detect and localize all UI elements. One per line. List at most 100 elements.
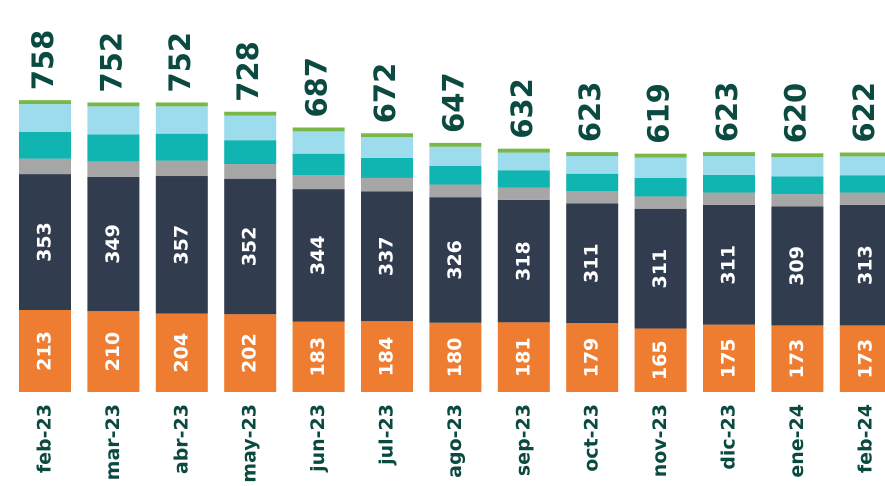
bar-segment <box>19 104 71 132</box>
bar-segment <box>155 313 208 392</box>
data-label: 173 <box>786 339 808 379</box>
bar-segment <box>361 321 413 392</box>
data-label: 165 <box>649 340 671 380</box>
bar-segment <box>634 208 687 329</box>
bar-segment <box>429 184 482 198</box>
data-label: 309 <box>786 246 808 286</box>
bar-segment <box>361 133 413 138</box>
x-tick-label: may-23 <box>239 404 261 483</box>
bar-segment <box>19 131 71 159</box>
bar-segment <box>497 170 550 188</box>
bar-segment <box>839 204 885 326</box>
x-tick-label: ene-24 <box>786 404 808 478</box>
total-label: 632 <box>505 78 539 139</box>
bar-segment <box>703 324 755 392</box>
bar-segment <box>497 199 550 323</box>
bar-segment <box>566 173 619 192</box>
bar-segment <box>634 157 687 178</box>
bar-segment <box>497 322 550 392</box>
bar-segment <box>361 191 413 322</box>
bar-segment <box>87 311 140 392</box>
bar-segment <box>19 174 71 310</box>
bar-segment <box>87 106 140 135</box>
bar-segment <box>292 321 345 392</box>
data-label: 181 <box>512 337 534 377</box>
bar-segment <box>155 160 208 177</box>
bar-segment <box>292 153 345 176</box>
x-tick-label: feb-24 <box>854 404 876 473</box>
data-label: 337 <box>376 236 398 276</box>
bar-segment <box>703 192 755 205</box>
total-label: 687 <box>300 57 334 118</box>
bar-segment <box>292 189 345 322</box>
bar-segment <box>361 137 413 158</box>
bar-segment <box>771 206 824 326</box>
data-label: 175 <box>718 338 740 378</box>
data-label: 180 <box>444 338 466 378</box>
bar-segment <box>292 127 345 132</box>
bar-segment <box>19 158 71 175</box>
data-label: 183 <box>307 337 329 377</box>
bar-segment <box>566 155 619 174</box>
bar-segment <box>87 134 140 162</box>
bar-segment <box>839 325 885 392</box>
bar-segment <box>497 152 550 171</box>
bar-segment <box>155 106 208 134</box>
total-label: 672 <box>368 63 402 124</box>
total-label: 623 <box>710 82 744 143</box>
bar-segment <box>634 196 687 209</box>
bar-segment <box>839 175 885 193</box>
total-label: 623 <box>573 82 607 143</box>
data-label: 184 <box>376 337 398 377</box>
bar-segment <box>839 156 885 176</box>
total-label: 752 <box>94 32 128 93</box>
data-label: 311 <box>718 245 740 285</box>
bar-segment <box>703 152 755 156</box>
bar-segment <box>292 175 345 190</box>
bar-segment <box>224 178 277 315</box>
bar-segment <box>87 176 140 312</box>
bar-segment <box>292 131 345 154</box>
bar-segment <box>634 328 687 392</box>
bar-segment <box>634 153 687 158</box>
data-label: 173 <box>854 339 876 379</box>
x-tick-label: oct-23 <box>581 404 603 472</box>
bar-segment <box>771 325 824 392</box>
data-label: 352 <box>239 227 261 267</box>
bar-segment <box>429 322 482 392</box>
data-label: 344 <box>307 235 329 275</box>
bar-segment <box>155 133 208 161</box>
bar-segment <box>155 102 208 107</box>
bar-segment <box>224 140 277 165</box>
x-tick-label: sep-23 <box>512 404 534 476</box>
x-tick-label: feb-23 <box>34 404 56 473</box>
bar-segment <box>224 115 277 141</box>
bar-segment <box>224 314 277 392</box>
x-tick-label: jul-23 <box>376 404 398 466</box>
bar-segment <box>87 161 140 177</box>
bar-segment <box>224 111 277 116</box>
x-tick-label: abr-23 <box>170 404 192 474</box>
x-tick-label: mar-23 <box>102 404 124 480</box>
x-tick-label: jun-23 <box>307 404 329 473</box>
total-label: 619 <box>642 83 676 144</box>
bar-segment <box>429 146 482 167</box>
bar-segment <box>19 309 71 392</box>
total-label: 752 <box>163 32 197 93</box>
data-label: 353 <box>34 222 56 262</box>
data-label: 357 <box>170 225 192 265</box>
data-label: 204 <box>170 333 192 373</box>
bar-segment <box>566 323 619 392</box>
bar-segment <box>703 174 755 193</box>
x-tick-label: nov-23 <box>649 404 671 477</box>
data-label: 311 <box>581 243 603 283</box>
data-label: 311 <box>649 249 671 289</box>
bar-segment <box>839 152 885 157</box>
x-tick-label: dic-23 <box>718 404 740 470</box>
bar-segment <box>429 142 482 147</box>
bar-segment <box>771 157 824 177</box>
total-label: 647 <box>436 72 470 133</box>
bar-segment <box>566 203 619 324</box>
total-label: 622 <box>847 82 881 143</box>
